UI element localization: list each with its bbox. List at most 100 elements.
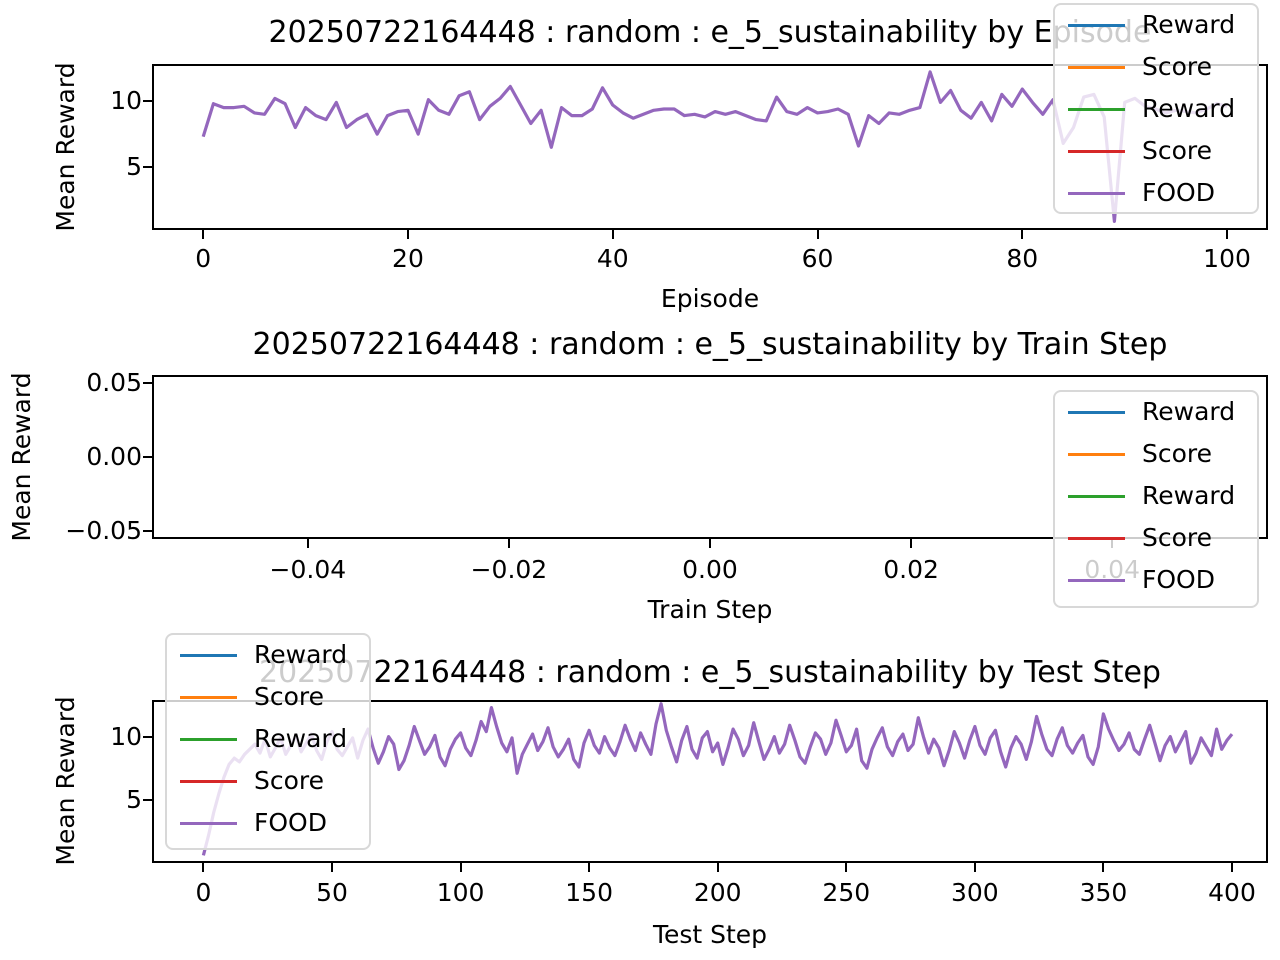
plot-area-test-step bbox=[152, 700, 1268, 863]
legend-entry-label: Score bbox=[1142, 439, 1213, 468]
y-axis-label-train-step: Mean Reward bbox=[7, 372, 36, 542]
x-tick-label: 250 bbox=[822, 878, 871, 907]
legend-entry: FOOD bbox=[1055, 178, 1215, 208]
legend-entry: Reward bbox=[1055, 481, 1235, 511]
legend-entry: Reward bbox=[167, 724, 347, 754]
y-axis-label-episode: Mean Reward bbox=[51, 62, 80, 232]
x-tick-mark bbox=[611, 230, 614, 239]
legend-entry: FOOD bbox=[1055, 565, 1215, 595]
chart-title-train-step: 20250722164448 : random : e_5_sustainabi… bbox=[252, 327, 1168, 362]
x-tick-mark bbox=[973, 863, 976, 872]
legend-line-sample bbox=[1068, 149, 1125, 153]
legend-entry-label: Score bbox=[1142, 523, 1213, 552]
series-line-food bbox=[201, 702, 1234, 856]
x-tick-mark bbox=[406, 230, 409, 239]
x-tick-label: 0 bbox=[195, 244, 212, 273]
chart-title-episode: 20250722164448 : random : e_5_sustainabi… bbox=[268, 15, 1152, 50]
legend-line-sample bbox=[1068, 452, 1125, 456]
x-axis-label-train-step: Train Step bbox=[647, 595, 773, 624]
x-tick-label: 40 bbox=[596, 244, 629, 273]
x-axis-label-episode: Episode bbox=[660, 284, 760, 313]
x-tick-label: 400 bbox=[1208, 878, 1256, 907]
x-tick-label: 20 bbox=[392, 244, 424, 273]
x-tick-mark bbox=[459, 863, 462, 872]
legend-line-sample bbox=[1068, 578, 1125, 582]
x-tick-mark bbox=[202, 230, 205, 239]
x-tick-mark bbox=[588, 863, 591, 872]
x-tick-mark bbox=[507, 539, 510, 548]
legend-entry: Reward bbox=[1055, 94, 1235, 124]
legend-line-sample bbox=[180, 737, 237, 741]
legend-line-sample bbox=[1068, 23, 1125, 27]
legend: Reward Score Reward Score FOOD bbox=[165, 633, 371, 850]
legend-entry: Reward bbox=[1055, 397, 1235, 427]
legend-entry: Reward bbox=[1055, 10, 1235, 40]
y-tick-mark bbox=[143, 100, 152, 103]
x-tick-label: −0.02 bbox=[470, 555, 548, 584]
x-tick-mark bbox=[816, 230, 819, 239]
legend-entry-label: Reward bbox=[1142, 481, 1236, 510]
y-tick-label: −0.05 bbox=[65, 515, 142, 545]
legend-entry: Score bbox=[1055, 523, 1212, 553]
legend-line-sample bbox=[180, 779, 237, 783]
legend: Reward Score Reward Score FOOD bbox=[1053, 390, 1259, 608]
plot-area-episode bbox=[152, 64, 1268, 230]
line-chart-test-step bbox=[201, 702, 1234, 856]
x-tick-mark bbox=[845, 863, 848, 872]
y-axis-label-test-step: Mean Reward bbox=[51, 696, 80, 866]
legend-line-sample bbox=[1068, 107, 1125, 111]
x-tick-label: −0.04 bbox=[269, 555, 347, 584]
x-tick-mark bbox=[1102, 863, 1105, 872]
legend-line-sample bbox=[180, 695, 237, 699]
legend-line-sample bbox=[180, 821, 237, 825]
x-tick-label: 0.02 bbox=[883, 555, 939, 584]
x-tick-label: 60 bbox=[801, 244, 834, 273]
x-tick-label: 350 bbox=[1079, 878, 1128, 907]
x-tick-mark bbox=[1231, 863, 1233, 872]
legend-entry-label: Reward bbox=[1142, 10, 1236, 39]
y-tick-label: 0.00 bbox=[86, 442, 142, 471]
y-tick-mark bbox=[143, 382, 152, 385]
y-tick-mark bbox=[143, 735, 152, 738]
legend-line-sample bbox=[1068, 191, 1125, 195]
y-tick-mark bbox=[143, 456, 152, 458]
x-tick-mark bbox=[1226, 230, 1229, 239]
legend-line-sample bbox=[180, 653, 237, 657]
legend-line-sample bbox=[1068, 494, 1125, 498]
legend-line-sample bbox=[1068, 65, 1125, 69]
x-tick-label: 0 bbox=[195, 878, 212, 907]
y-tick-mark bbox=[143, 798, 152, 801]
x-tick-mark bbox=[331, 863, 333, 872]
y-tick-label: 0.05 bbox=[86, 368, 142, 398]
x-tick-label: 200 bbox=[693, 878, 742, 907]
chart-title-test-step: 20250722164448 : random : e_5_sustainabi… bbox=[259, 655, 1161, 690]
x-tick-mark bbox=[306, 539, 309, 548]
legend-entry-label: FOOD bbox=[254, 808, 327, 837]
y-tick-label: 10 bbox=[110, 86, 142, 116]
legend-entry: Score bbox=[167, 682, 324, 712]
legend-entry: Score bbox=[1055, 136, 1212, 166]
legend-entry-label: Score bbox=[254, 682, 325, 711]
legend-entry: Score bbox=[167, 766, 324, 796]
x-tick-mark bbox=[910, 539, 913, 548]
legend-entry: Score bbox=[1055, 52, 1212, 82]
x-tick-label: 50 bbox=[316, 878, 348, 907]
x-tick-mark bbox=[1021, 230, 1024, 239]
x-tick-mark bbox=[709, 539, 711, 548]
legend-entry-label: Score bbox=[254, 766, 325, 795]
x-axis-label-test-step: Test Step bbox=[652, 920, 768, 949]
y-tick-label: 5 bbox=[126, 152, 142, 182]
legend-entry: FOOD bbox=[167, 808, 327, 838]
legend-entry-label: FOOD bbox=[1142, 565, 1215, 594]
x-tick-label: 300 bbox=[950, 878, 999, 907]
legend-line-sample bbox=[1068, 536, 1125, 540]
x-tick-label: 0.00 bbox=[682, 555, 738, 584]
plot-area-train-step bbox=[152, 375, 1268, 539]
x-tick-label: 80 bbox=[1006, 244, 1039, 273]
legend-entry-label: Reward bbox=[1142, 94, 1236, 123]
legend-entry: Score bbox=[1055, 439, 1212, 469]
x-tick-label: 100 bbox=[436, 878, 485, 907]
legend-entry-label: Reward bbox=[1142, 397, 1236, 426]
x-tick-mark bbox=[202, 863, 205, 872]
legend-line-sample bbox=[1068, 410, 1125, 414]
